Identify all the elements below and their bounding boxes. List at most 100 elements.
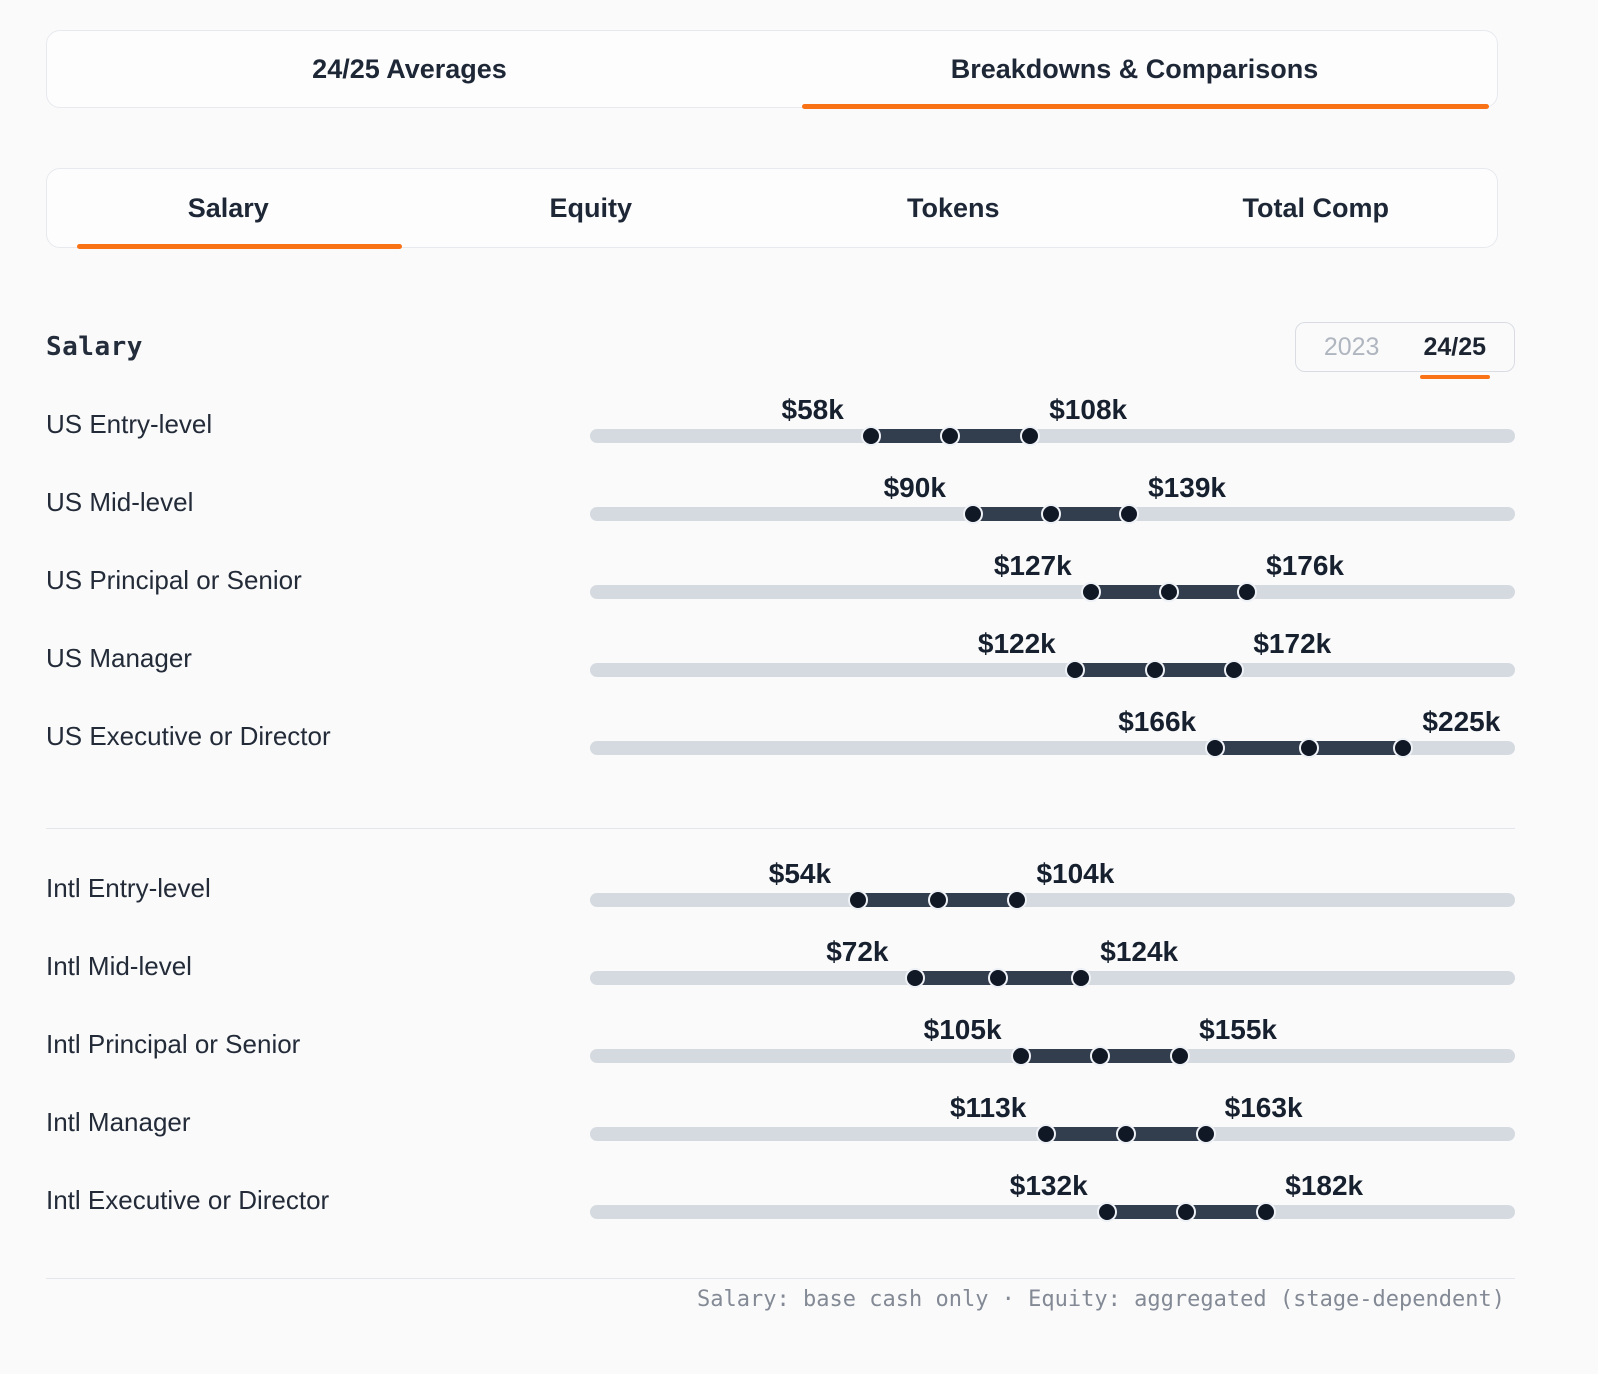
salary-row: Intl Principal or Senior $105k $155k: [46, 992, 1515, 1070]
tab-tokens[interactable]: Tokens: [772, 169, 1135, 247]
max-value-label: $155k: [1199, 1014, 1278, 1045]
slider-handle-mid: [988, 968, 1009, 988]
min-value-label: $105k: [923, 1014, 1002, 1045]
slider-handle-max[interactable]: [1071, 968, 1092, 988]
salary-row: US Executive or Director $166k $225k: [46, 684, 1515, 762]
range-slider[interactable]: $54k $104k: [590, 836, 1515, 914]
salary-chart-section: Salary 2023 24/25 US Entry-level $58k $1…: [46, 322, 1515, 1312]
slider-handle-max[interactable]: [1237, 582, 1258, 602]
max-value-label: $104k: [1036, 858, 1115, 889]
row-label: Intl Entry-level: [46, 873, 211, 903]
slider-handle-max[interactable]: [1393, 738, 1414, 758]
max-value-label: $225k: [1422, 706, 1501, 737]
range-slider[interactable]: $113k $163k: [590, 1070, 1515, 1148]
slider-handle-mid: [927, 890, 948, 910]
tab-salary[interactable]: Salary: [47, 169, 410, 249]
tab-breakdowns-comparisons-label: Breakdowns & Comparisons: [950, 53, 1319, 84]
slider-track: [590, 893, 1515, 907]
max-value-label: $176k: [1266, 550, 1344, 581]
salary-row: Intl Mid-level $72k $124k: [46, 914, 1515, 992]
slider-track: [590, 585, 1515, 599]
active-tab-underline: [802, 104, 1489, 109]
tab-2425-averages-label: 24/25 Averages: [312, 53, 507, 84]
year-option-2425-label: 24/25: [1423, 332, 1486, 361]
salary-row: Intl Entry-level $54k $104k: [46, 836, 1515, 914]
row-label: US Mid-level: [46, 487, 194, 517]
tab-salary-label: Salary: [187, 192, 269, 223]
slider-handle-mid: [1299, 738, 1320, 758]
section-header: Salary 2023 24/25: [46, 322, 1515, 379]
range-slider[interactable]: $90k $139k: [590, 450, 1515, 528]
salary-breakdown-page: 24/25 Averages Breakdowns & Comparisons …: [0, 30, 1598, 1312]
slider-track: [590, 1205, 1515, 1219]
min-value-label: $127k: [993, 550, 1072, 581]
min-value-label: $54k: [768, 858, 832, 889]
tab-breakdowns-comparisons[interactable]: Breakdowns & Comparisons: [772, 31, 1497, 109]
slider-handle-min[interactable]: [1064, 660, 1085, 680]
slider-handle-mid: [1158, 582, 1179, 602]
main-tabbar: 24/25 Averages Breakdowns & Comparisons: [46, 30, 1498, 109]
group-divider: [46, 828, 1515, 829]
row-label: Intl Manager: [46, 1107, 191, 1137]
section-title: Salary: [46, 332, 143, 362]
slider-handle-max[interactable]: [1224, 660, 1245, 680]
slider-handle-min[interactable]: [905, 968, 926, 988]
min-value-label: $113k: [949, 1092, 1027, 1123]
range-slider[interactable]: $166k $225k: [590, 684, 1515, 762]
year-option-2023[interactable]: 2023: [1323, 332, 1380, 361]
active-metric-tab-underline: [77, 244, 402, 249]
slider-handle-mid: [1176, 1202, 1197, 1222]
slider-handle-max[interactable]: [1119, 504, 1140, 524]
tab-2425-averages[interactable]: 24/25 Averages: [47, 31, 772, 107]
range-slider[interactable]: $122k $172k: [590, 606, 1515, 684]
slider-handle-min[interactable]: [847, 890, 868, 910]
max-value-label: $163k: [1224, 1092, 1303, 1123]
slider-handle-mid: [940, 426, 961, 446]
max-value-label: $124k: [1100, 936, 1179, 967]
row-label: US Executive or Director: [46, 721, 331, 751]
min-value-label: $72k: [826, 936, 889, 967]
min-value-label: $122k: [977, 628, 1056, 659]
intl-salary-rows: Intl Entry-level $54k $104k Intl Mid-lev…: [46, 836, 1515, 1226]
tab-equity-label: Equity: [549, 192, 632, 223]
range-slider[interactable]: $127k $176k: [590, 528, 1515, 606]
min-value-label: $166k: [1118, 706, 1197, 737]
tab-equity[interactable]: Equity: [410, 169, 773, 247]
row-label: US Entry-level: [46, 409, 213, 439]
slider-handle-mid: [1090, 1046, 1111, 1066]
max-value-label: $182k: [1285, 1170, 1364, 1201]
slider-handle-max[interactable]: [1020, 426, 1041, 446]
slider-handle-min[interactable]: [962, 504, 983, 524]
row-label: Intl Mid-level: [46, 951, 192, 981]
min-value-label: $132k: [1009, 1170, 1088, 1201]
slider-handle-max[interactable]: [1170, 1046, 1191, 1066]
range-slider[interactable]: $72k $124k: [590, 914, 1515, 992]
salary-row: US Mid-level $90k $139k: [46, 450, 1515, 528]
range-slider[interactable]: $132k $182k: [590, 1148, 1515, 1226]
slider-handle-min[interactable]: [1096, 1202, 1117, 1222]
max-value-label: $139k: [1148, 472, 1226, 503]
slider-handle-max[interactable]: [1195, 1124, 1216, 1144]
slider-handle-min[interactable]: [860, 426, 881, 446]
footnote: Salary: base cash only · Equity: aggrega…: [697, 1287, 1505, 1312]
year-toggle: 2023 24/25: [1294, 322, 1515, 379]
slider-handle-min[interactable]: [1036, 1124, 1057, 1144]
slider-handle-mid: [1115, 1124, 1136, 1144]
tab-total-comp[interactable]: Total Comp: [1135, 169, 1498, 247]
min-value-label: $58k: [781, 394, 844, 425]
row-label: Intl Principal or Senior: [46, 1029, 301, 1059]
salary-row: US Manager $122k $172k: [46, 606, 1515, 684]
slider-handle-min[interactable]: [1010, 1046, 1031, 1066]
slider-handle-max[interactable]: [1007, 890, 1028, 910]
slider-handle-min[interactable]: [1080, 582, 1101, 602]
footer-divider: [46, 1278, 1515, 1279]
slider-handle-mid: [1040, 504, 1061, 524]
us-salary-rows: US Entry-level $58k $108k US Mid-level $…: [46, 372, 1515, 762]
slider-handle-max[interactable]: [1256, 1202, 1277, 1222]
range-slider[interactable]: $58k $108k: [590, 372, 1515, 450]
max-value-label: $172k: [1253, 628, 1332, 659]
year-active-underline: [1419, 374, 1490, 379]
year-option-2425[interactable]: 24/25: [1419, 332, 1490, 379]
range-slider[interactable]: $105k $155k: [590, 992, 1515, 1070]
slider-handle-min[interactable]: [1205, 738, 1226, 758]
